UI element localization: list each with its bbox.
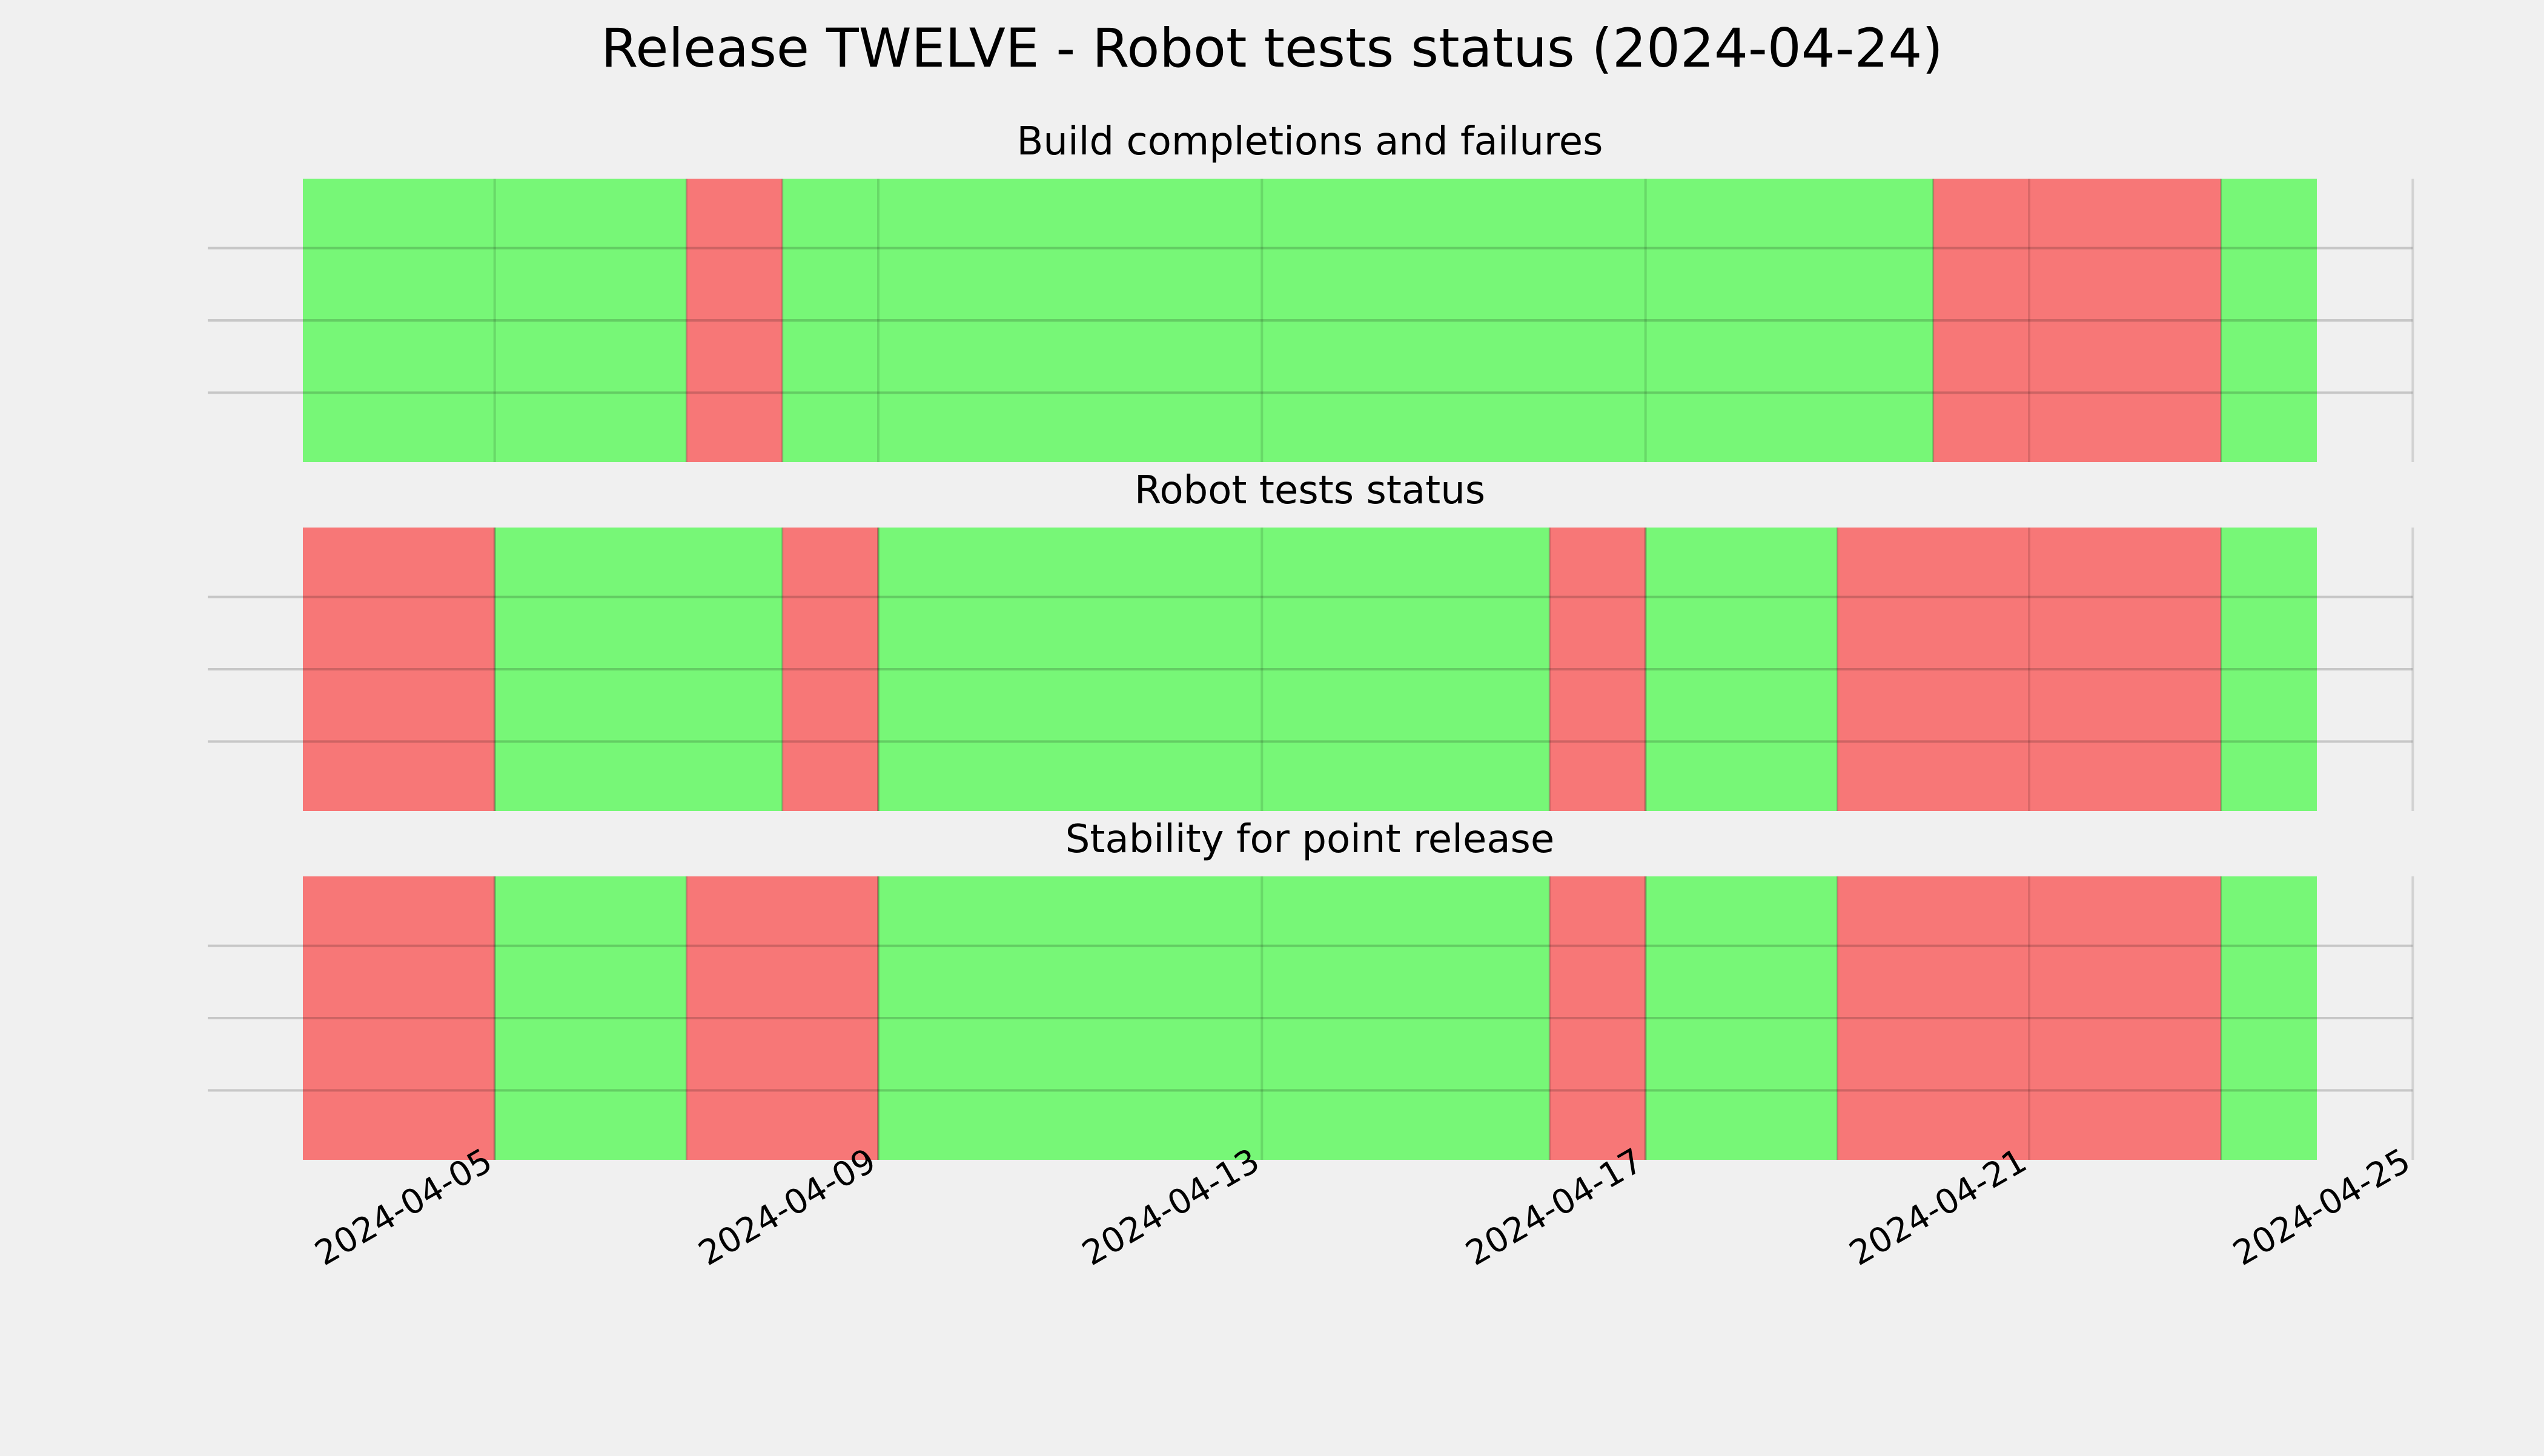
status-segment-pass (494, 528, 783, 811)
status-segment-pass (782, 179, 1933, 462)
x-tick-label: 2024-04-09 (692, 1141, 883, 1274)
x-axis: 2024-04-05 2024-04-09 2024-04-13 2024-04-17… (308, 1141, 2417, 1274)
status-segment-fail (1549, 528, 1646, 811)
panel-title: Robot tests status (1135, 468, 1485, 513)
status-segment-pass (878, 528, 1550, 811)
status-segment-fail (1549, 876, 1646, 1160)
status-segment-pass (494, 876, 687, 1160)
x-tick-label: 2024-04-17 (1459, 1141, 1649, 1274)
x-tick-label: 2024-04-25 (2227, 1141, 2417, 1274)
x-tick-label: 2024-04-05 (308, 1141, 499, 1274)
status-segment-fail (1933, 179, 2221, 462)
status-segment-pass (878, 876, 1550, 1160)
status-segment-pass (2221, 876, 2317, 1160)
status-segment-fail (303, 528, 495, 811)
status-segment-fail (686, 179, 783, 462)
status-segment-pass (2221, 179, 2317, 462)
status-segment-pass (303, 179, 687, 462)
status-segment-pass (1645, 876, 1838, 1160)
panel-title: Build completions and failures (1017, 119, 1603, 164)
status-segment-pass (1645, 528, 1838, 811)
panel-3: Stability for point release (208, 817, 2414, 1160)
panel-2: Robot tests status (208, 468, 2414, 811)
status-segment-fail (1837, 876, 2221, 1160)
status-segment-fail (1837, 528, 2221, 811)
status-segment-fail (782, 528, 878, 811)
status-segment-fail (686, 876, 878, 1160)
panels-layer: Build completions and failures Robot test… (208, 119, 2414, 1160)
chart-title: Release TWELVE - Robot tests status (202… (601, 17, 1943, 79)
status-segment-fail (303, 876, 495, 1160)
x-tick-label: 2024-04-21 (1843, 1141, 2033, 1274)
panel-title: Stability for point release (1065, 817, 1555, 862)
status-segment-pass (2221, 528, 2317, 811)
x-tick-label: 2024-04-13 (1076, 1141, 1266, 1274)
panel-1: Build completions and failures (208, 119, 2414, 462)
